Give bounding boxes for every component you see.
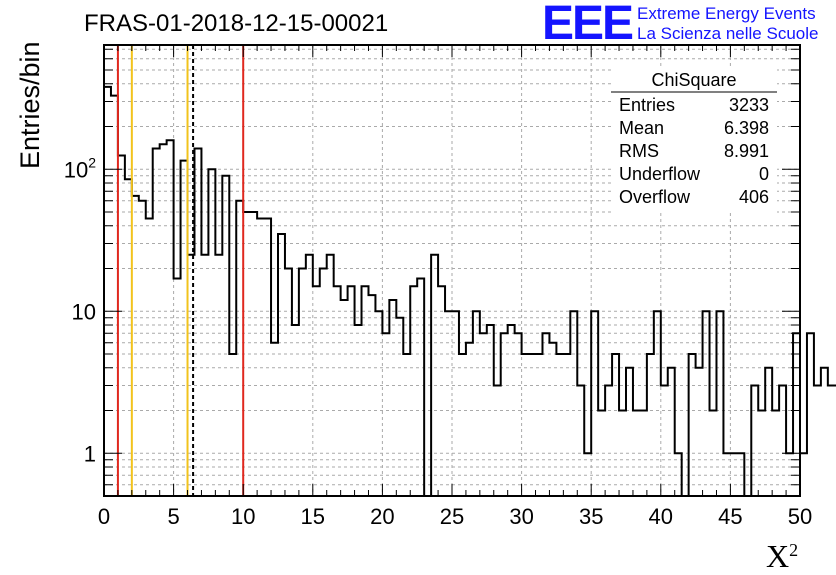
y-axis-label: Entries/bin	[15, 41, 45, 169]
stats-row-value: 0	[759, 164, 769, 184]
x-tick-label: 10	[231, 504, 255, 529]
chart-title: FRAS-01-2018-12-15-00021	[84, 10, 389, 37]
histogram-line	[104, 85, 836, 497]
x-tick-label: 20	[370, 504, 394, 529]
x-axis-label-sup: 2	[789, 540, 799, 560]
stats-box-title: ChiSquare	[651, 70, 736, 90]
stats-row-value: 406	[739, 187, 769, 207]
stats-row-label: RMS	[619, 141, 659, 161]
y-tick-label-base: 10	[64, 157, 88, 182]
x-tick-label: 5	[167, 504, 179, 529]
x-tick-label: 25	[440, 504, 464, 529]
y-tick-label: 1	[84, 441, 96, 466]
y-tick-label-sup: 2	[88, 154, 96, 170]
x-tick-label: 30	[509, 504, 533, 529]
x-tick-label: 0	[98, 504, 110, 529]
stats-row-value: 8.991	[724, 141, 769, 161]
logo-line-1: Extreme Energy Events	[637, 4, 816, 23]
x-tick-label: 45	[718, 504, 742, 529]
stats-row-label: Entries	[619, 95, 675, 115]
y-tick-label: 102	[64, 154, 96, 182]
x-tick-label: 50	[788, 504, 812, 529]
logo-line-2: La Scienza nelle Scuole	[637, 24, 819, 43]
stats-row-label: Mean	[619, 118, 664, 138]
stats-row-label: Underflow	[619, 164, 701, 184]
stats-row-label: Overflow	[619, 187, 691, 207]
x-axis-label: X2	[766, 538, 798, 575]
y-tick-label: 10	[72, 299, 96, 324]
x-tick-label: 35	[579, 504, 603, 529]
x-tick-label: 40	[649, 504, 673, 529]
stats-row-value: 3233	[729, 95, 769, 115]
x-tick-label: 15	[301, 504, 325, 529]
eee-logo: EEE	[542, 0, 634, 50]
x-axis-label-base: X	[766, 538, 790, 574]
stats-row-value: 6.398	[724, 118, 769, 138]
